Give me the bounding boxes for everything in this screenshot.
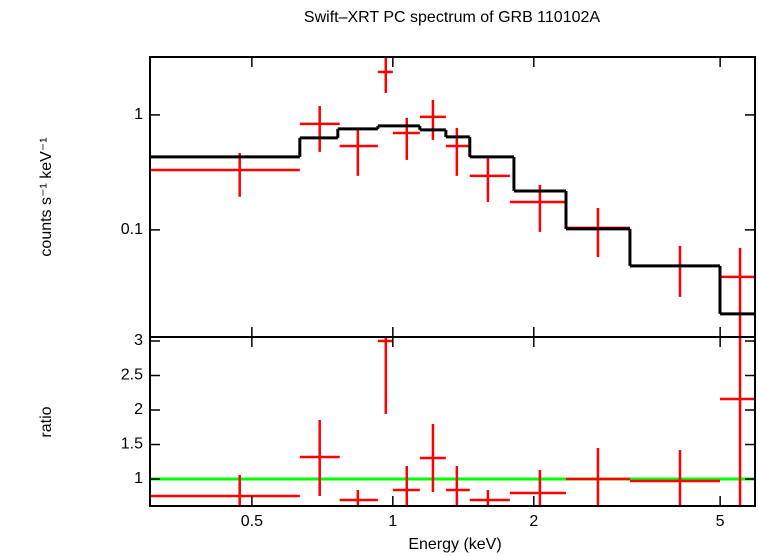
y-tick-label: 2.5 xyxy=(121,367,143,384)
y-tick-label: 0.1 xyxy=(121,221,143,238)
panel-frame xyxy=(149,336,756,507)
y-tick-label: 3 xyxy=(134,332,143,349)
x-axis-label: Energy (keV) xyxy=(408,536,501,553)
y-axis-label: counts s⁻¹ keV⁻¹ xyxy=(38,137,55,256)
plot-area xyxy=(150,337,755,506)
y-tick-label: 1 xyxy=(134,106,143,123)
chart-title: Swift–XRT PC spectrum of GRB 110102A xyxy=(304,9,600,26)
y-axis-label: ratio xyxy=(38,406,55,437)
x-tick-label: 5 xyxy=(716,513,725,530)
x-tick-label: 2 xyxy=(529,513,538,530)
y-tick-label: 1 xyxy=(134,470,143,487)
x-tick-label: 1 xyxy=(388,513,397,530)
x-tick-label: 0.5 xyxy=(241,513,263,530)
panel-frame xyxy=(149,56,756,338)
plot-area xyxy=(150,57,755,337)
y-tick-label: 2 xyxy=(134,401,143,418)
y-tick-label: 1.5 xyxy=(121,436,143,453)
